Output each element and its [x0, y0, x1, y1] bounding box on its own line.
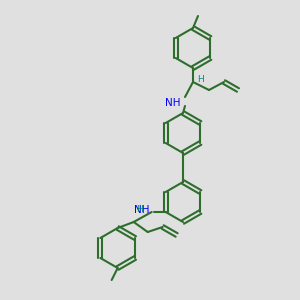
Text: H: H: [136, 205, 142, 214]
Text: NH: NH: [165, 98, 181, 108]
Text: NH: NH: [134, 205, 149, 215]
Text: H: H: [197, 76, 204, 85]
